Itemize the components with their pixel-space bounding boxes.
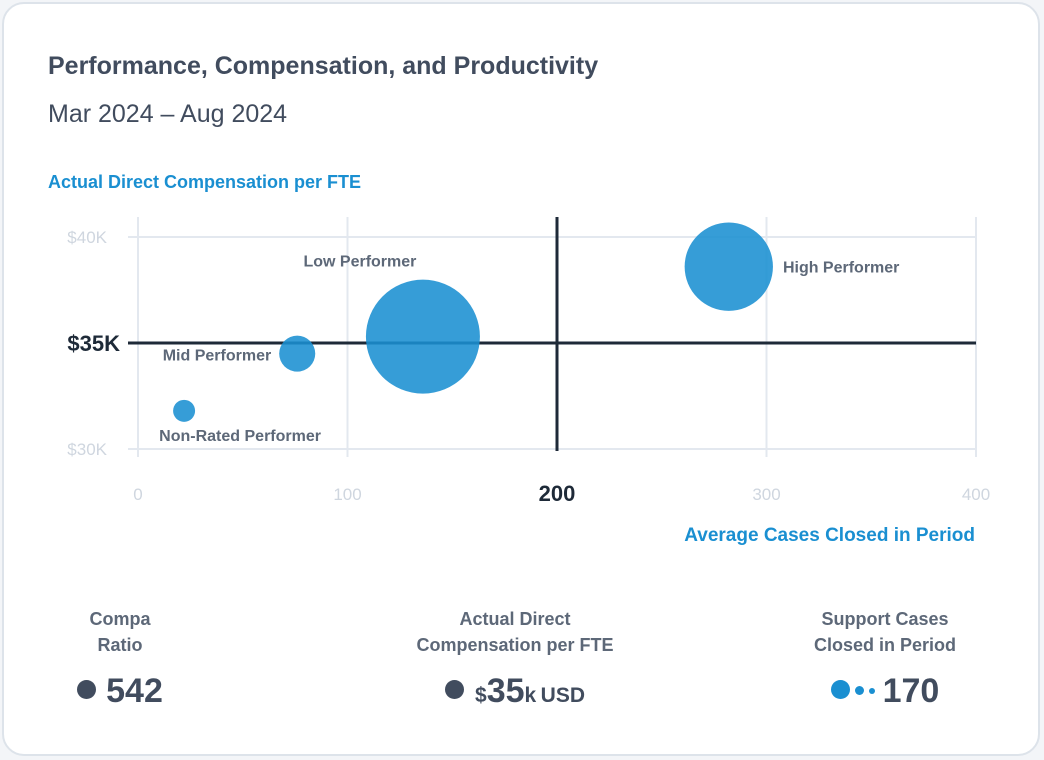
- dot-medium-icon: [855, 686, 865, 695]
- kpi-label: Support Cases: [821, 609, 949, 629]
- currency-unit: USD: [540, 684, 585, 707]
- value-suffix: k: [524, 684, 537, 707]
- kpi-label: Actual Direct: [459, 609, 571, 629]
- bubble-labels: Non-Rated Performer Mid Performer Low Perf…: [159, 254, 899, 445]
- kpi-label: Ratio: [97, 635, 143, 655]
- x-tick-label: 300: [752, 485, 780, 504]
- reference-x-label: 200: [539, 481, 576, 506]
- bubble-label: Mid Performer: [163, 348, 271, 365]
- x-tick-label: 400: [962, 485, 990, 504]
- y-axis-label: Actual Direct Compensation per FTE: [48, 172, 361, 192]
- y-tick-label: $30K: [67, 440, 107, 459]
- bubble-high-performer: [684, 222, 773, 311]
- chart-grid: [128, 217, 977, 457]
- kpi-value: 542: [0, 672, 250, 712]
- support-cases-value: 170: [882, 672, 940, 710]
- kpi-support-cases: Support Cases Closed in Period 170: [755, 606, 1015, 710]
- bubble-mid-performer: [279, 335, 316, 372]
- compensation-value: 35: [486, 672, 525, 710]
- kpi-label: Compa: [89, 609, 151, 629]
- y-tick-label: $40K: [67, 228, 107, 247]
- kpi-value: $35k USD: [385, 672, 645, 712]
- reference-y-label: $35K: [67, 331, 120, 356]
- bubble-label: Non-Rated Performer: [159, 428, 321, 445]
- date-range: Mar 2024 – Aug 2024: [48, 100, 288, 128]
- compa-ratio-value: 542: [106, 672, 163, 710]
- x-tick-label: 0: [133, 485, 142, 504]
- bubble-chart: Actual Direct Compensation per FTE Non-R…: [48, 172, 990, 546]
- kpi-label: Closed in Period: [813, 635, 957, 655]
- bubble-low-performer: [365, 279, 480, 394]
- dot-large-icon: [830, 680, 850, 699]
- dot-icon: [445, 680, 464, 699]
- dot-small-icon: [868, 688, 875, 694]
- kpi-compa-ratio: Compa Ratio 542: [0, 606, 250, 710]
- bubble-label: Low Performer: [303, 254, 416, 271]
- axis-ticks: 0 100 300 400 $40K $30K 200 $35K: [67, 228, 990, 506]
- kpi-compensation: Actual Direct Compensation per FTE $35k …: [385, 606, 645, 710]
- bubble-label: High Performer: [783, 260, 899, 277]
- bubble-series: [173, 222, 773, 422]
- kpi-label: Compensation per FTE: [416, 635, 614, 655]
- dot-icon: [77, 680, 97, 699]
- reference-lines: [128, 217, 976, 451]
- bubble-non-rated-performer: [173, 399, 196, 422]
- x-tick-label: 100: [333, 485, 361, 504]
- page-title: Performance, Compensation, and Productiv…: [48, 52, 599, 80]
- kpi-value: 170: [755, 672, 1015, 712]
- currency-symbol: $: [475, 684, 487, 707]
- x-axis-label: Average Cases Closed in Period: [684, 525, 975, 546]
